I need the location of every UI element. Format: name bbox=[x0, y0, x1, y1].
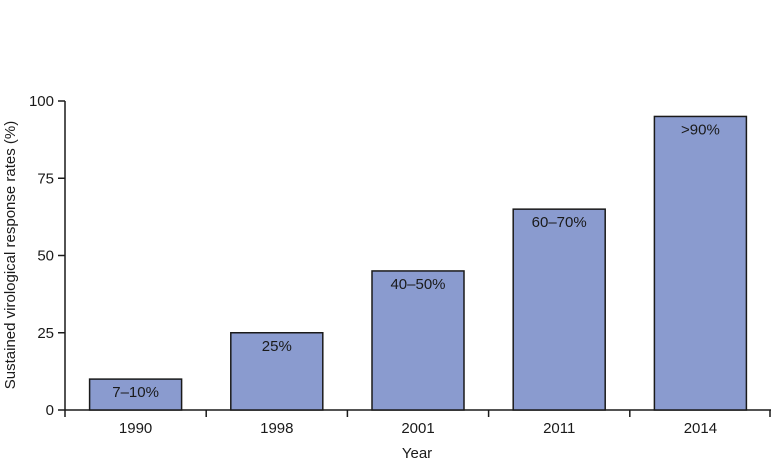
x-axis: 1990 1998 2001 2011 2014 bbox=[64, 409, 771, 437]
bar bbox=[512, 208, 606, 411]
bar-data-label: 7–10% bbox=[112, 384, 159, 401]
y-tick-label: 75 bbox=[37, 170, 54, 187]
x-tick-label: 2014 bbox=[684, 420, 717, 437]
x-axis-title: Year bbox=[402, 445, 432, 462]
bar-data-label: >90% bbox=[681, 121, 720, 138]
bar bbox=[653, 115, 748, 411]
bars: 7–10% 25% 40–50% 60–70% >90% bbox=[88, 115, 748, 411]
bar bbox=[230, 332, 324, 411]
y-tick-label: 100 bbox=[29, 93, 54, 110]
x-tick-label: 2001 bbox=[401, 420, 434, 437]
bar-data-label: 25% bbox=[262, 338, 292, 355]
x-tick-label: 1998 bbox=[260, 420, 293, 437]
x-tick-label: 1990 bbox=[119, 420, 152, 437]
y-tick-label: 0 bbox=[46, 402, 54, 419]
bar bbox=[371, 270, 465, 411]
y-tick-label: 25 bbox=[37, 325, 54, 342]
y-tick-label: 50 bbox=[37, 248, 54, 265]
y-axis: 0 25 50 75 100 bbox=[29, 93, 66, 419]
x-tick-label: 2011 bbox=[543, 420, 575, 437]
y-axis-title: Sustained virological response rates (%) bbox=[2, 121, 19, 389]
bar-data-label: 40–50% bbox=[390, 276, 445, 293]
bar-data-label: 60–70% bbox=[532, 214, 587, 231]
bar bbox=[88, 378, 183, 411]
